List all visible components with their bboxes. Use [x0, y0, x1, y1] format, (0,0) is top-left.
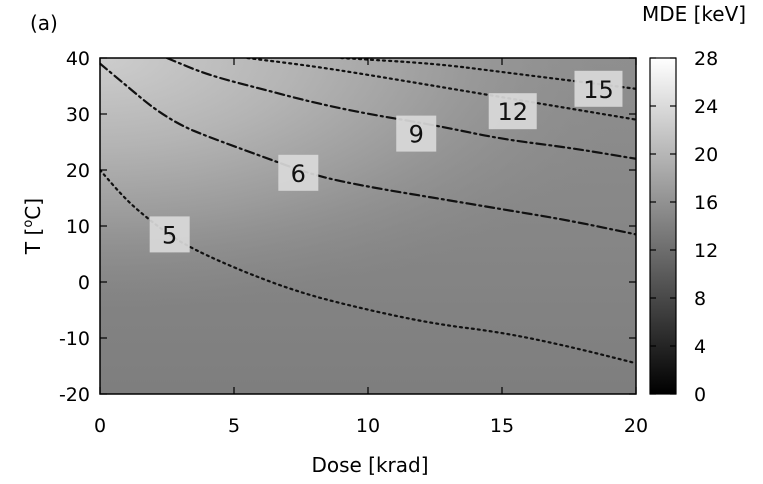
contour-label-box-6	[278, 154, 319, 191]
contour-labels: 5 6 9 12 15	[149, 70, 623, 253]
x-tick-label: 20	[624, 415, 648, 437]
panel-label: (a)	[30, 11, 58, 35]
y-axis-label-main: T [	[21, 228, 45, 255]
contour-label-5: 5	[162, 221, 177, 249]
y-axis-ticks: -20 -10 0 10 20 30 40	[59, 48, 636, 406]
colorbar-tick-label: 20	[694, 144, 718, 166]
colorbar-ticks: 0 4 8 12 16 20 24 28	[650, 48, 718, 406]
contour-label-9: 9	[409, 121, 424, 149]
y-axis-label-tail: C]	[21, 198, 45, 220]
contour-line-15	[340, 58, 636, 90]
y-axis-label: T [oC]	[21, 198, 45, 255]
x-tick-label: 10	[356, 415, 380, 437]
y-tick-label: 30	[66, 104, 90, 126]
contour-line-5	[100, 168, 636, 365]
y-tick-label: 40	[66, 48, 90, 70]
colorbar-tick-label: 0	[694, 384, 706, 406]
plot-area: 5 6 9 12 15	[99, 57, 637, 395]
colorbar-tick-label: 12	[694, 240, 718, 262]
y-tick-label: -10	[59, 328, 90, 350]
x-axis-label: Dose [krad]	[311, 453, 428, 477]
contour-line-9	[165, 58, 636, 160]
colorbar-tick-label: 4	[694, 336, 706, 358]
y-tick-label: 20	[66, 160, 90, 182]
contour-line-6	[100, 62, 636, 236]
contour-label-box-15	[574, 70, 623, 107]
x-tick-label: 0	[94, 415, 106, 437]
colorbar-tick-label: 8	[694, 288, 706, 310]
contour-label-6: 6	[291, 160, 306, 188]
y-tick-label: 10	[66, 216, 90, 238]
contour-line-12	[246, 58, 636, 121]
colorbar: 0 4 8 12 16 20 24 28 MDE [keV]	[642, 2, 746, 406]
contour-label-box-9	[396, 115, 437, 152]
contour-lines	[100, 58, 636, 365]
y-axis-label-sup: o	[21, 220, 36, 228]
contour-label-12: 12	[497, 98, 528, 126]
contour-label-15: 15	[583, 76, 614, 104]
x-axis-ticks: 0 5 10 15 20	[94, 58, 648, 437]
y-tick-label: -20	[59, 384, 90, 406]
x-tick-label: 15	[490, 415, 514, 437]
colorbar-tick-label: 28	[694, 48, 718, 70]
contour-label-box-5	[149, 216, 190, 253]
x-tick-label: 5	[228, 415, 240, 437]
colorbar-tick-label: 16	[694, 192, 718, 214]
y-tick-label: 0	[78, 272, 90, 294]
contour-label-box-12	[488, 93, 537, 130]
colorbar-tick-label: 24	[694, 96, 718, 118]
colorbar-gradient	[649, 57, 677, 395]
colorbar-label: MDE [keV]	[642, 2, 746, 26]
